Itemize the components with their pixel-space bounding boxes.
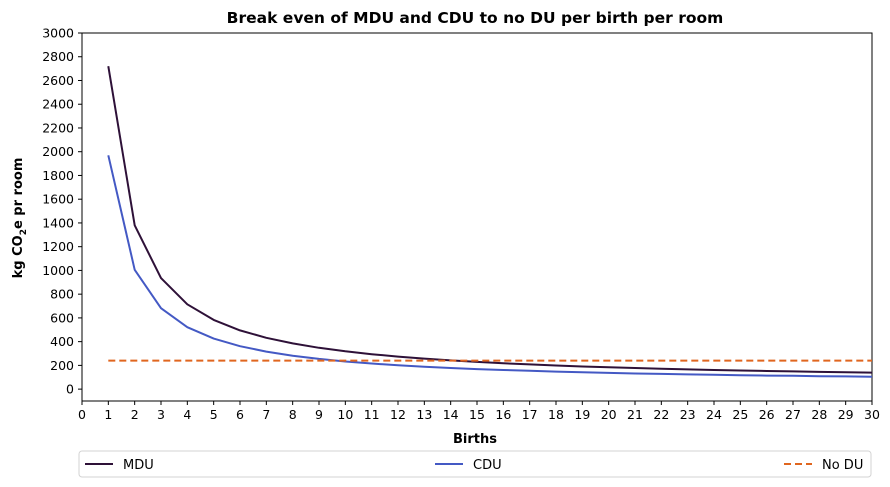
x-tick-label: 30 bbox=[864, 407, 880, 422]
y-tick-label: 2800 bbox=[42, 49, 74, 64]
x-tick-label: 22 bbox=[653, 407, 669, 422]
y-tick-label: 1000 bbox=[42, 263, 74, 278]
x-tick-label: 9 bbox=[315, 407, 323, 422]
x-tick-label: 8 bbox=[289, 407, 297, 422]
series-lines bbox=[107, 66, 873, 378]
y-tick-label: 2600 bbox=[42, 73, 74, 88]
y-tick-label: 2400 bbox=[42, 97, 74, 112]
x-tick-label: 0 bbox=[78, 407, 86, 422]
x-tick-label: 25 bbox=[732, 407, 748, 422]
x-tick-label: 26 bbox=[759, 407, 775, 422]
x-tick-label: 3 bbox=[157, 407, 165, 422]
x-tick-label: 5 bbox=[210, 407, 218, 422]
legend-label-cdu: CDU bbox=[473, 458, 502, 473]
y-tick-label: 600 bbox=[50, 310, 74, 325]
legend: MDU CDU No DU bbox=[78, 450, 872, 478]
y-tick-label: 1800 bbox=[42, 168, 74, 183]
chart-title: Break even of MDU and CDU to no DU per b… bbox=[227, 9, 724, 27]
y-tick-label: 1600 bbox=[42, 192, 74, 207]
x-tick-label: 2 bbox=[131, 407, 139, 422]
legend-label-mdu: MDU bbox=[123, 458, 154, 473]
y-tick-label: 800 bbox=[50, 287, 74, 302]
legend-label-no-du: No DU bbox=[822, 458, 863, 473]
plot-frame bbox=[81, 32, 873, 402]
y-tick-label: 3000 bbox=[42, 26, 74, 41]
plot-area: 0200400600800100012001400160018002000220… bbox=[42, 26, 880, 423]
x-tick-label: 10 bbox=[337, 407, 353, 422]
x-tick-label: 20 bbox=[601, 407, 617, 422]
y-tick-label: 200 bbox=[50, 358, 74, 373]
x-tick-label: 14 bbox=[443, 407, 459, 422]
x-tick-label: 29 bbox=[838, 407, 854, 422]
series-line-mdu bbox=[107, 66, 873, 374]
x-tick-label: 28 bbox=[811, 407, 827, 422]
y-tick-label: 1200 bbox=[42, 239, 74, 254]
x-tick-label: 1 bbox=[104, 407, 112, 422]
y-tick-label: 1400 bbox=[42, 215, 74, 230]
y-tick-label: 400 bbox=[50, 334, 74, 349]
x-tick-label: 27 bbox=[785, 407, 801, 422]
x-tick-label: 24 bbox=[706, 407, 722, 422]
x-tick-label: 16 bbox=[495, 407, 511, 422]
y-axis-title-suffix: e pr room bbox=[11, 158, 26, 229]
y-axis-title-subscript: 2 bbox=[19, 229, 29, 235]
x-tick-label: 23 bbox=[680, 407, 696, 422]
x-tick-label: 15 bbox=[469, 407, 485, 422]
x-axis: 0 1 2 3 4 5 6 7 8 9 10 11 12 13 14 15 16 17 18 19 20 21 22 23 24… bbox=[78, 401, 880, 422]
y-axis: 0 200 400 600 800 1000 1200 1400 1600 1800 2000 220… bbox=[42, 26, 82, 397]
y-tick-label: 2200 bbox=[42, 120, 74, 135]
x-tick-label: 12 bbox=[390, 407, 406, 422]
x-tick-label: 6 bbox=[236, 407, 244, 422]
y-tick-label: 0 bbox=[66, 382, 74, 397]
x-tick-label: 7 bbox=[262, 407, 270, 422]
x-tick-label: 13 bbox=[416, 407, 432, 422]
x-tick-label: 11 bbox=[364, 407, 380, 422]
y-tick-label: 2000 bbox=[42, 144, 74, 159]
x-tick-label: 21 bbox=[627, 407, 643, 422]
legend-frame bbox=[78, 450, 872, 478]
y-axis-title-prefix: kg CO bbox=[11, 235, 26, 278]
y-axis-title: kg CO2e pr room bbox=[11, 158, 29, 279]
series-line-cdu bbox=[107, 155, 873, 378]
x-tick-label: 17 bbox=[522, 407, 538, 422]
x-tick-label: 4 bbox=[183, 407, 191, 422]
x-tick-label: 18 bbox=[548, 407, 564, 422]
x-tick-label: 19 bbox=[574, 407, 590, 422]
x-axis-title: Births bbox=[453, 432, 497, 447]
